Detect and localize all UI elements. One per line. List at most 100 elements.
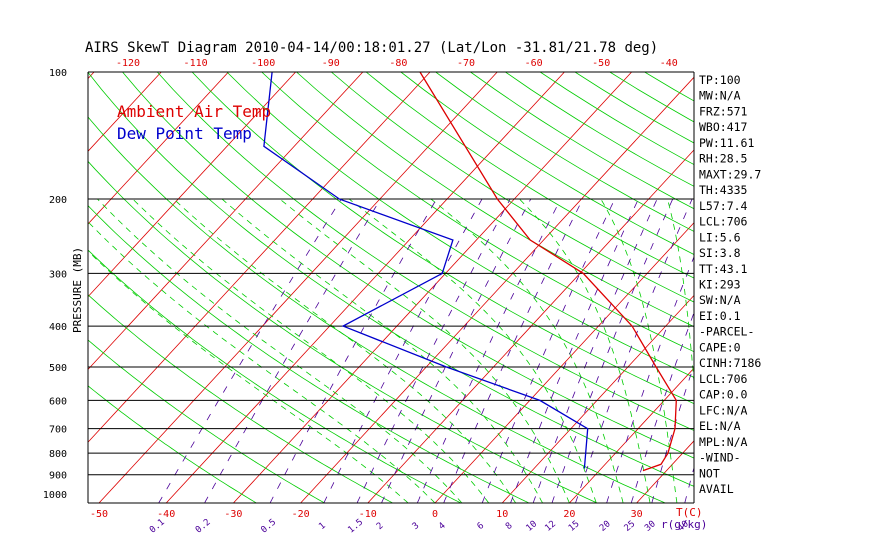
y-tick-label: 700 — [49, 425, 67, 436]
isotherm-line — [165, 72, 565, 503]
x-tick-label-top: -70 — [457, 58, 475, 69]
mixing-ratio-tick-label: 15 — [567, 519, 582, 534]
index-label: EI:0.1 — [699, 309, 741, 323]
dry-adiabat-line — [88, 116, 666, 503]
mixing-ratio-line — [630, 311, 694, 503]
index-label: LI:5.6 — [699, 230, 741, 244]
x-tick-label-bottom: 30 — [631, 509, 643, 520]
mixing-ratio-line — [551, 198, 674, 503]
moist-adiabat-line — [430, 198, 624, 503]
mixing-ratio-line — [416, 198, 562, 503]
index-label: SI:3.8 — [699, 246, 741, 260]
moist-adiabat-line — [348, 198, 597, 503]
moist-adiabat-line — [88, 221, 436, 503]
isotherm-line — [88, 72, 296, 298]
dry-adiabat-line — [331, 72, 694, 303]
moist-adiabat-line — [279, 198, 570, 503]
x-tick-label-bottom: 0 — [432, 509, 438, 520]
mixing-ratio-line — [575, 198, 693, 503]
moist-adiabat-line — [173, 198, 516, 503]
index-label: TT:43.1 — [699, 262, 748, 276]
index-label: KI:293 — [699, 277, 741, 291]
mixing-ratio-tick-label: 12 — [543, 519, 558, 534]
dry-adiabat-line — [505, 72, 694, 187]
y-axis-label: PRESSURE (MB) — [71, 247, 84, 333]
mixing-ratio-tick-label: 8 — [504, 521, 515, 532]
sounding-series — [263, 72, 677, 472]
moist-adiabat-line — [88, 250, 409, 503]
index-label: PW:11.61 — [699, 136, 754, 150]
index-label: -PARCEL- — [699, 325, 754, 339]
isotherm-line — [233, 72, 632, 503]
index-label: LCL:706 — [699, 215, 748, 229]
y-tick-label: 1000 — [43, 490, 67, 501]
index-label: FRZ:571 — [699, 104, 748, 118]
dry-adiabat-line — [88, 205, 530, 503]
y-tick-label: 100 — [49, 68, 67, 79]
x-tick-label-top: -50 — [592, 58, 610, 69]
legend-dew-point-temp: Dew Point Temp — [117, 124, 252, 143]
dry-adiabat-line — [157, 72, 694, 431]
isotherm-line — [0, 72, 27, 503]
x-tick-label-top: -100 — [251, 58, 275, 69]
mixing-ratio-tick-label: 20 — [598, 519, 613, 534]
y-tick-label: 400 — [49, 322, 67, 333]
ambient-air-temp-line — [419, 72, 677, 472]
isotherm-line — [88, 72, 364, 371]
index-label: SW:N/A — [699, 293, 741, 307]
isobar-lines — [88, 198, 694, 476]
index-label: LCL:706 — [699, 372, 748, 386]
index-label: L57:7.4 — [699, 199, 748, 213]
mixing-ratio-line — [651, 363, 694, 503]
y-tick-label: 800 — [49, 449, 67, 460]
dry-adiabat-line — [365, 72, 694, 279]
mixing-ratio-tick-label: 4 — [437, 521, 448, 532]
legend-ambient-air-temp: Ambient Air Temp — [117, 102, 271, 121]
mixing-ratio-tick-label: 6 — [476, 521, 487, 532]
index-label: -WIND- — [699, 451, 741, 465]
y-tick-label: 300 — [49, 269, 67, 280]
chart-title: AIRS SkewT Diagram 2010-04-14/00:18:01.2… — [85, 40, 658, 56]
mixing-ratio-tick-label: 1.5 — [346, 517, 365, 535]
mixing-ratio-tick-label: 0.5 — [259, 517, 278, 535]
x-tick-label-bottom: -40 — [157, 509, 175, 520]
mixing-ratio-line — [481, 198, 616, 503]
index-label: LFC:N/A — [699, 403, 748, 417]
mixing-ratio-line — [443, 198, 584, 503]
isotherm-line — [569, 367, 694, 503]
mixing-ratio-tick-label: 0.1 — [148, 517, 167, 535]
mixing-ratio-line — [323, 198, 483, 503]
index-label: CINH:7186 — [699, 356, 761, 370]
x-tick-label-top: -110 — [184, 58, 208, 69]
index-label: TP:100 — [699, 73, 741, 87]
y-tick-label: 900 — [49, 471, 67, 482]
x-tick-label-top: -60 — [525, 58, 543, 69]
dry-adiabat-line — [644, 72, 694, 102]
y-tick-label: 200 — [49, 195, 67, 206]
mixing-ratio-tick-label: 2 — [375, 521, 386, 532]
x-unit-label: T(C) — [676, 506, 703, 519]
mixing-ratio-line — [204, 198, 381, 503]
plot-frame — [87, 71, 695, 504]
mixing-ratio-tick-label: 10 — [525, 519, 540, 534]
x-tick-label-bottom: 20 — [563, 509, 575, 520]
dry-adiabat-line — [435, 72, 694, 232]
index-label: RH:28.5 — [699, 152, 747, 166]
x-tick-label-top: -90 — [322, 58, 340, 69]
x-tick-label-bottom: -30 — [224, 509, 242, 520]
moist-adiabat-line — [519, 198, 651, 503]
moist-adiabat-line — [97, 198, 463, 503]
x-tick-label-top: -120 — [116, 58, 140, 69]
y-tick-label: 500 — [49, 363, 67, 374]
mixing-ratio-line — [606, 255, 694, 503]
mixing-ratio-tick-label: 3 — [411, 521, 422, 532]
index-label: MAXT:29.7 — [699, 167, 761, 181]
isotherm-line — [501, 294, 694, 503]
index-label: AVAIL — [699, 482, 734, 496]
mixing-ratio-lines — [158, 198, 694, 503]
x-tick-label-bottom: -50 — [90, 509, 108, 520]
dry-adiabat-line — [88, 339, 325, 503]
x-tick-label-bottom: -10 — [359, 509, 377, 520]
